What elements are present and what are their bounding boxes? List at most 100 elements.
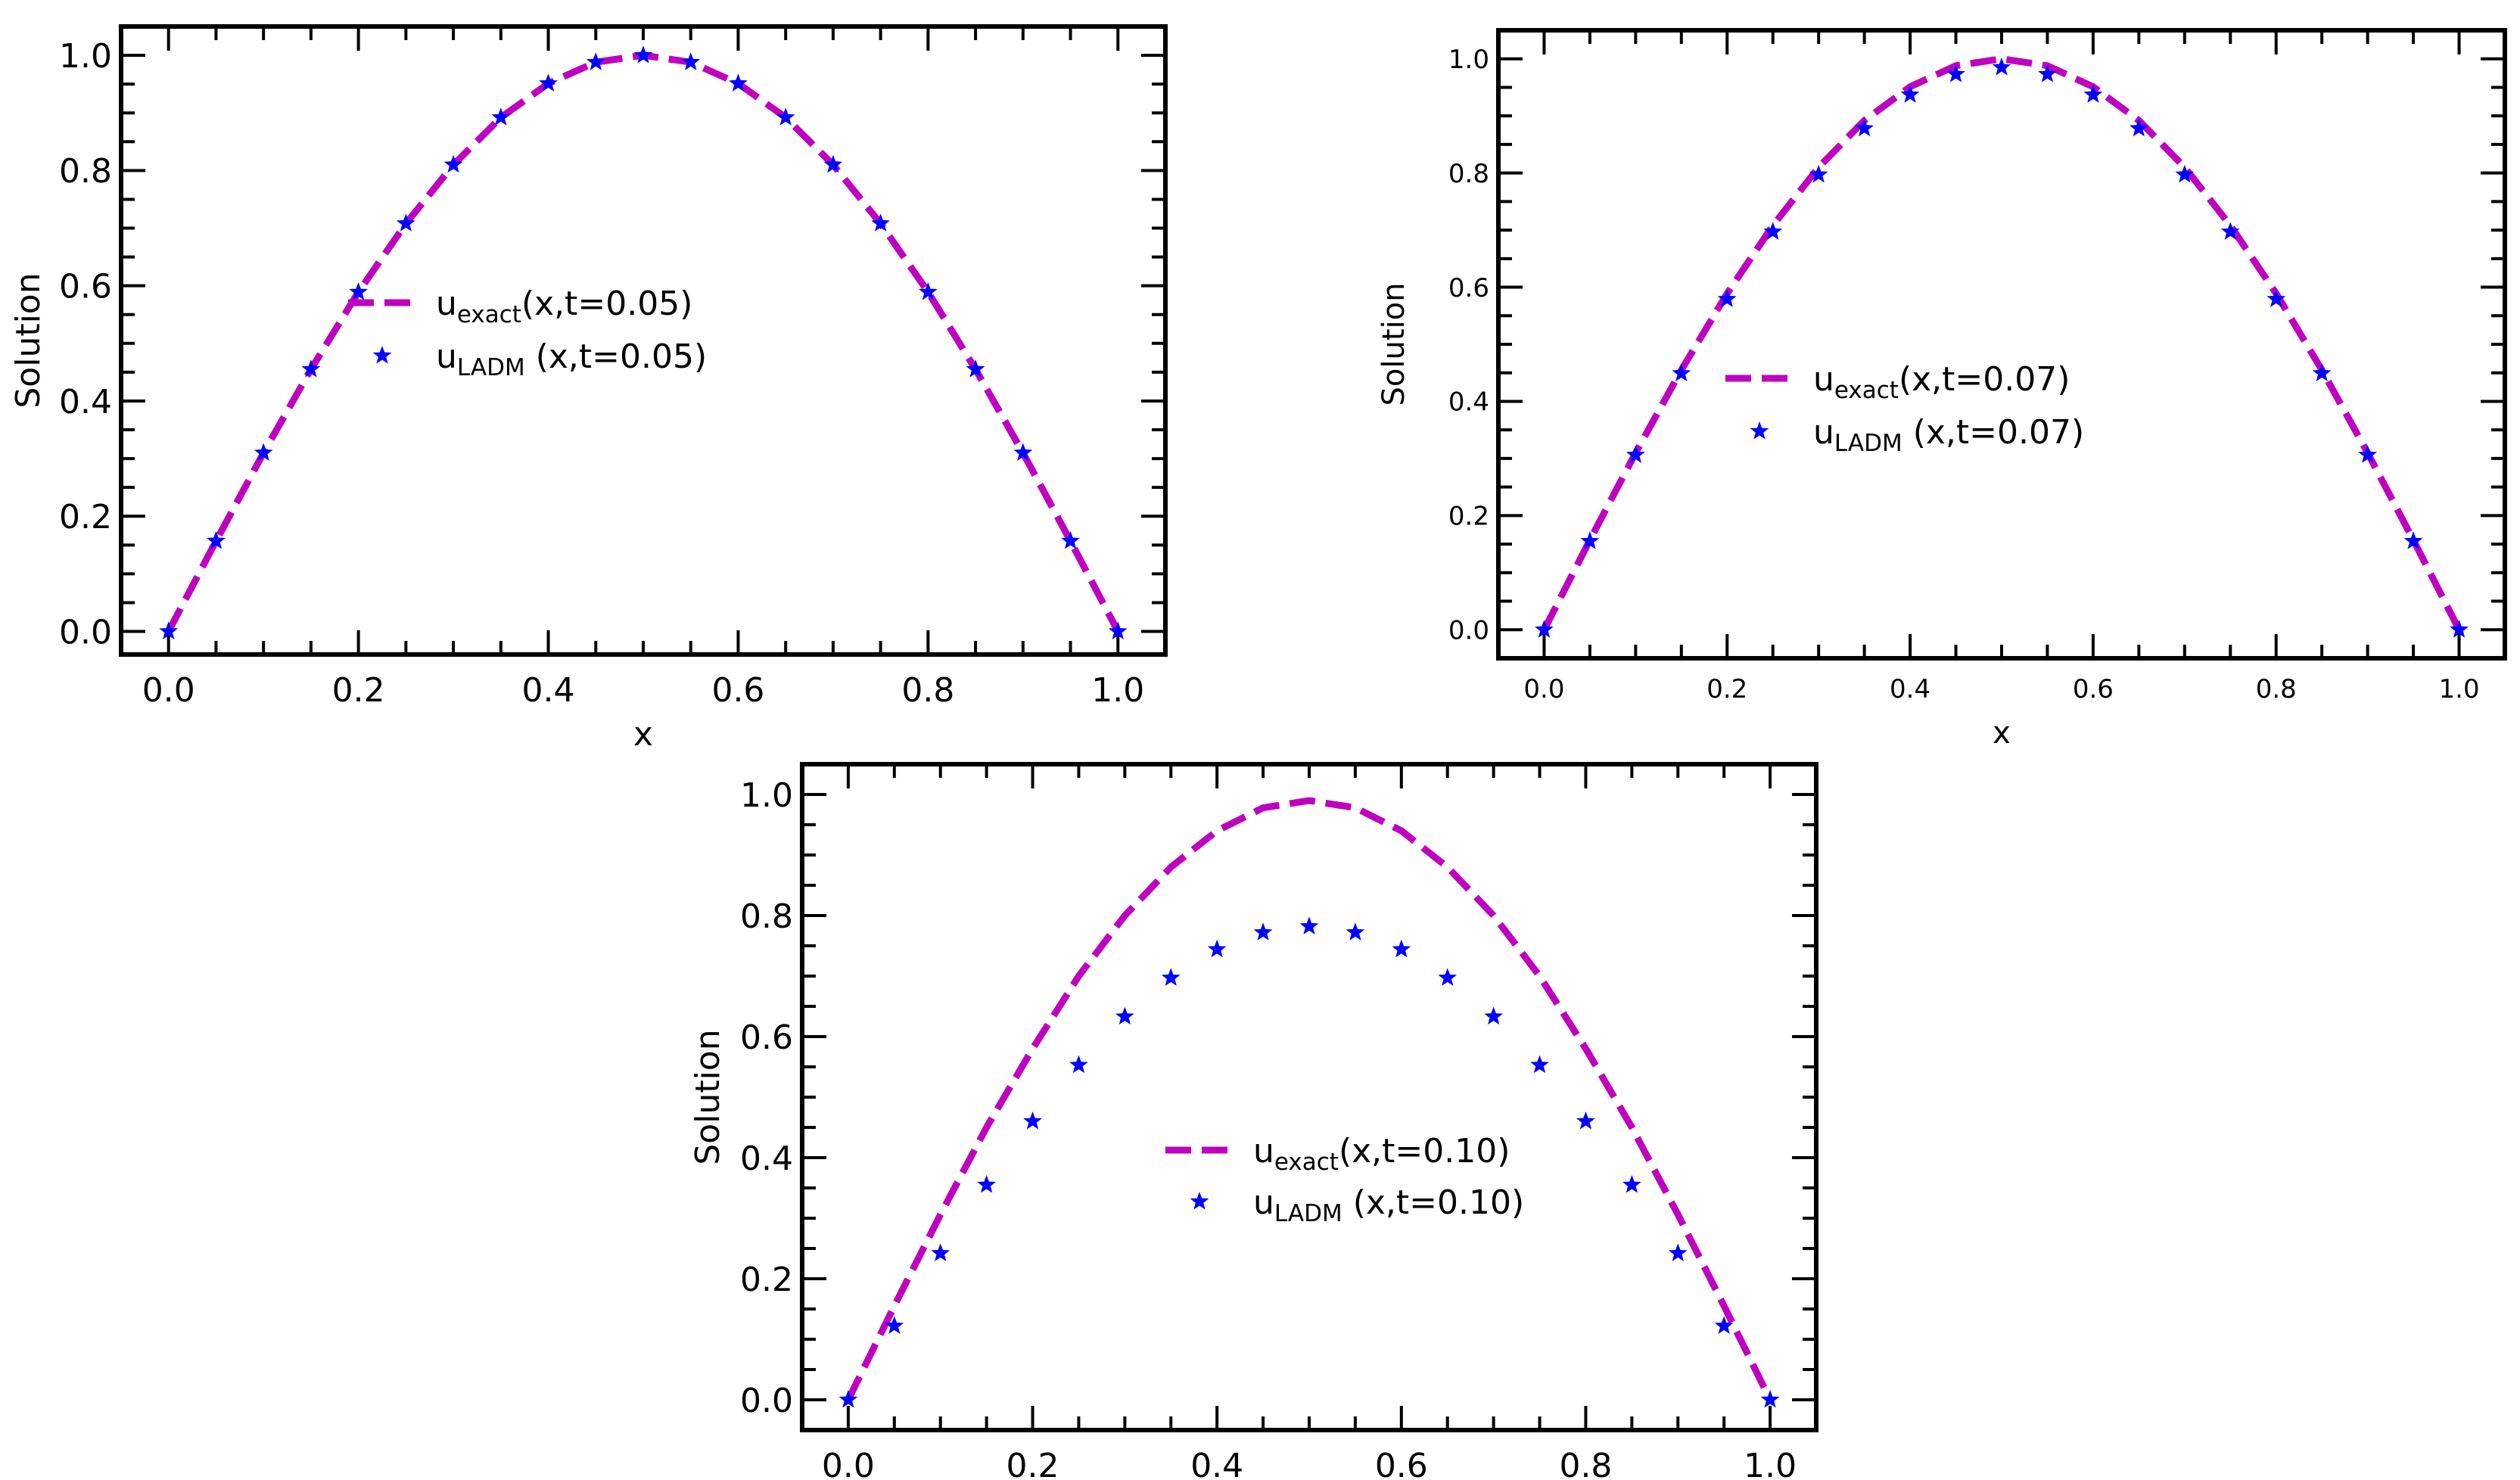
chart-1-series-LADM-point (349, 282, 368, 300)
chart-2-series-LADM-point (2358, 445, 2377, 463)
chart-1-x-tick-label: 0.0 (142, 671, 195, 710)
chart-3-series-LADM-point (1161, 968, 1181, 986)
chart-3-series-LADM-point (838, 1390, 858, 1408)
chart-3-legend-label-exact: uexact(x,t=0.10) (1253, 1132, 1510, 1176)
chart-3-series-LADM-point (1668, 1243, 1688, 1261)
chart-1-svg: 0.0 0.2 0.4 0.6 0.8 1.0 0.0 0.2 0.4 0.6 0.8 1.0 x Sol… (9, 24, 1168, 754)
chart-2-x-tick-label: 0.0 (1523, 674, 1564, 704)
chart-2-series-LADM-point (2450, 620, 2469, 638)
chart-1-y-tick-label: 0.8 (59, 152, 112, 191)
chart-3-legend-swatch-LADM (1190, 1192, 1209, 1210)
chart-1-series-LADM-point (1108, 621, 1128, 640)
chart-2-y-tick-label: 1.0 (1448, 45, 1489, 75)
chart-3-series-LADM-point (1069, 1055, 1088, 1074)
chart-1-series-LADM-point (301, 359, 321, 378)
chart-3-series-LADM-point (885, 1316, 904, 1334)
chart-1-series-LADM-point (919, 282, 938, 300)
chart-2-series-LADM-point (1672, 363, 1691, 381)
chart-2-y-tick-label: 0.2 (1448, 502, 1489, 532)
chart-3-series-LADM-point (1207, 939, 1227, 958)
chart-1-series-LADM-point (159, 621, 179, 640)
chart-3-series-exact-line (845, 797, 1774, 1401)
chart-2-series-LADM-point (2038, 64, 2057, 82)
chart-2-x-tick-label: 1.0 (2439, 674, 2480, 704)
chart-3-x-tick-label: 0.8 (1559, 1447, 1612, 1480)
chart-3-series-LADM-point (1622, 1175, 1641, 1193)
chart-1-y-tick-label: 0.0 (59, 613, 112, 651)
chart-1-y-tick-label: 1.0 (59, 37, 112, 76)
chart-2-plot-frame (1496, 28, 2507, 661)
chart-1-series-LADM-point (776, 107, 795, 126)
chart-3-series-LADM-point (1115, 1006, 1134, 1025)
chart-1-legend-label-exact: uexact(x,t=0.05) (436, 284, 692, 328)
chart-1-y-tick-label: 0.6 (59, 268, 112, 306)
chart-2-series-exact-line (1541, 55, 2462, 632)
chart-2-series-LADM-point (1626, 445, 1645, 463)
chart-1-legend-label-LADM: uLADM (x,t=0.05) (436, 337, 707, 381)
chart-3-y-axis-label: Solution (689, 1029, 727, 1164)
chart-2-series-LADM-point (2175, 164, 2195, 183)
chart-3-y-tick-label: 0.2 (740, 1261, 793, 1299)
chart-3-series-LADM-point (1530, 1055, 1549, 1074)
chart-2-series-LADM-point (1809, 164, 1828, 183)
chart-3-series-LADM-point (1760, 1390, 1780, 1408)
chart-3-svg: 0.00.20.40.60.81.00.00.20.40.60.81.0xSol… (689, 762, 1818, 1480)
chart-1-series-LADM-point (539, 73, 558, 92)
chart-3-series-LADM-point (977, 1175, 996, 1193)
chart-panel-3: 0.00.20.40.60.81.00.00.20.40.60.81.0xSol… (666, 726, 1846, 1480)
chart-2-y-tick-label: 0.0 (1448, 616, 1489, 646)
chart-2-y-axis-label: Solution (1377, 283, 1411, 406)
chart-2-series-LADM-point (1763, 222, 1783, 240)
chart-3-series-LADM-point (1438, 968, 1458, 986)
chart-1-series-LADM-point (254, 443, 273, 461)
chart-3-x-tick-label: 0.6 (1375, 1447, 1428, 1480)
chart-2-series-LADM-point (1580, 531, 1600, 549)
chart-3-y-tick-label: 1.0 (740, 776, 793, 815)
chart-2-series-LADM-point (1717, 289, 1737, 307)
chart-3-series-LADM-point (1392, 939, 1411, 958)
chart-3-x-tick-label: 1.0 (1744, 1447, 1797, 1480)
chart-1-series-LADM-point (1061, 531, 1080, 549)
chart-panel-2: 0.0 0.2 0.4 0.6 0.8 1.0 0.0 0.2 0.4 0.6 0.8 1.0 x Sol… (1347, 0, 2520, 751)
chart-1-series-LADM-point (633, 45, 653, 64)
chart-panel-1: 0.0 0.2 0.4 0.6 0.8 1.0 0.0 0.2 0.4 0.6 0.8 1.0 x Sol… (0, 0, 1196, 754)
chart-2-x-axis-label: x (1993, 716, 2011, 751)
chart-3-series-LADM-point (931, 1243, 950, 1261)
chart-3-series-LADM-point (1346, 922, 1365, 941)
chart-2-series-LADM-point (1946, 64, 1965, 82)
chart-1-series-LADM-point (966, 359, 985, 378)
chart-2-legend-swatch-LADM (1750, 421, 1769, 440)
chart-1-y-tick-label: 0.2 (59, 498, 112, 536)
chart-2-series-LADM-point (2130, 118, 2148, 137)
chart-3-plot-frame (800, 762, 1818, 1432)
chart-2-series-LADM-point (2083, 85, 2103, 103)
chart-1-series-LADM-point (871, 213, 890, 232)
chart-1-series-LADM-point (207, 531, 226, 549)
chart-3-y-tick-label: 0.8 (740, 897, 793, 936)
chart-1-y-axis-label: Solution (9, 272, 48, 408)
chart-2-x-tick-label: 0.2 (1706, 674, 1747, 704)
chart-3-series-LADM-point (1023, 1112, 1042, 1130)
chart-3-x-tick-label: 0.2 (1006, 1447, 1059, 1480)
chart-1-x-tick-label: 0.8 (901, 671, 954, 710)
chart-1-y-tick-label: 0.4 (59, 383, 112, 421)
chart-2-svg: 0.0 0.2 0.4 0.6 0.8 1.0 0.0 0.2 0.4 0.6 0.8 1.0 x Sol… (1377, 28, 2507, 751)
chart-2-series-LADM-point (2403, 531, 2423, 549)
chart-2-series-LADM-point (1992, 58, 2011, 76)
chart-2-x-tick-label: 0.6 (2073, 674, 2114, 704)
chart-1-series-LADM-point (443, 154, 463, 173)
chart-2-legend-label-LADM: uLADM (x,t=0.07) (1813, 413, 2084, 457)
chart-2-series-LADM-point (2312, 363, 2332, 381)
chart-3-y-tick-label: 0.6 (740, 1018, 793, 1057)
chart-2-y-tick-label: 0.6 (1448, 273, 1489, 303)
chart-2-y-tick-label: 0.4 (1448, 387, 1489, 418)
chart-1-series-LADM-point (729, 73, 748, 92)
chart-3-series-LADM-point (1253, 922, 1273, 941)
chart-3-x-tick-label: 0.4 (1190, 1447, 1243, 1480)
chart-2-series-LADM-point (2266, 289, 2286, 307)
chart-3-series-LADM-point (1299, 916, 1319, 934)
chart-1-series-LADM-point (491, 107, 511, 126)
chart-2-x-tick-label: 0.4 (1890, 674, 1930, 704)
chart-1-series-LADM-point (1013, 443, 1033, 461)
chart-3-y-tick-label: 0.4 (740, 1140, 793, 1178)
